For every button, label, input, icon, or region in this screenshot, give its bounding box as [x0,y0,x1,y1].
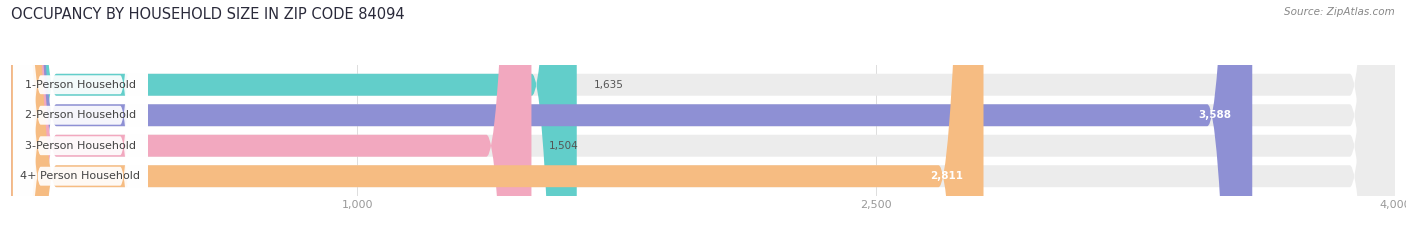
FancyBboxPatch shape [11,0,1395,233]
FancyBboxPatch shape [11,0,1253,233]
FancyBboxPatch shape [13,0,148,233]
FancyBboxPatch shape [13,0,148,233]
FancyBboxPatch shape [11,0,531,233]
Text: 2-Person Household: 2-Person Household [25,110,136,120]
Text: 1,635: 1,635 [595,80,624,90]
Text: 1-Person Household: 1-Person Household [25,80,136,90]
Text: 1,504: 1,504 [548,141,578,151]
Text: 3,588: 3,588 [1198,110,1232,120]
FancyBboxPatch shape [11,0,1395,233]
Text: 3-Person Household: 3-Person Household [25,141,136,151]
FancyBboxPatch shape [11,0,1395,233]
FancyBboxPatch shape [13,0,148,233]
Text: 2,811: 2,811 [929,171,963,181]
Text: OCCUPANCY BY HOUSEHOLD SIZE IN ZIP CODE 84094: OCCUPANCY BY HOUSEHOLD SIZE IN ZIP CODE … [11,7,405,22]
FancyBboxPatch shape [13,0,148,233]
Text: 4+ Person Household: 4+ Person Household [21,171,141,181]
Text: Source: ZipAtlas.com: Source: ZipAtlas.com [1284,7,1395,17]
FancyBboxPatch shape [11,0,576,233]
FancyBboxPatch shape [11,0,1395,233]
FancyBboxPatch shape [11,0,984,233]
